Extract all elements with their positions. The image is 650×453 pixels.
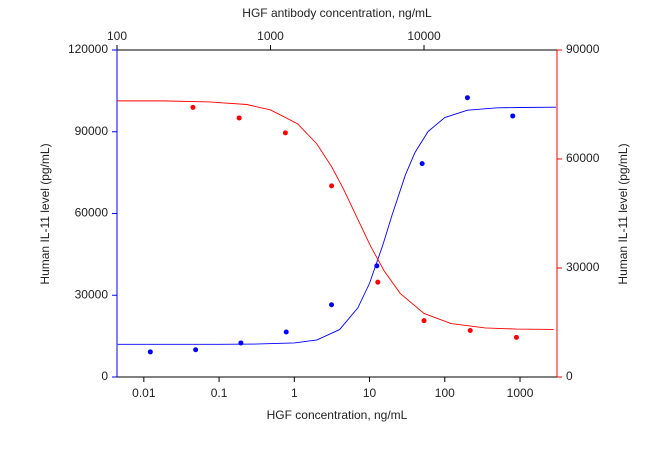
data-point [190, 104, 196, 110]
y-tick-label: 60000 [75, 206, 109, 220]
y2-tick-label: 0 [566, 369, 573, 383]
y-tick-label: 90000 [75, 124, 109, 138]
data-point [464, 95, 470, 101]
data-point [329, 183, 335, 189]
y-axis-title: Human IL-11 level (pg/mL) [38, 143, 52, 284]
y2-axis-title: Human IL-11 level (pg/mL) [616, 143, 630, 284]
x2-tick-label: 10000 [407, 29, 441, 43]
x2-axis-title: HGF antibody concentration, ng/mL [242, 6, 432, 20]
data-point [419, 161, 425, 167]
data-point [375, 279, 381, 285]
y2-tick-label: 60000 [566, 151, 600, 165]
data-point [147, 349, 153, 355]
data-point [236, 115, 242, 121]
y-tick-label: 0 [101, 369, 108, 383]
x-tick-label: 1 [291, 386, 298, 400]
data-point [282, 130, 288, 136]
fit-line [117, 106, 556, 345]
x-axis-title: HGF concentration, ng/mL [267, 408, 408, 422]
y2-tick-label: 30000 [566, 260, 600, 274]
x-tick-label: 10 [363, 386, 377, 400]
data-point [238, 340, 244, 346]
x2-tick-label: 100 [107, 29, 127, 43]
data-point [193, 347, 199, 353]
x-tick-label: 100 [435, 386, 455, 400]
x-tick-label: 0.01 [132, 386, 156, 400]
x-tick-label: 1000 [507, 386, 534, 400]
data-point [421, 318, 427, 324]
data-point [513, 334, 519, 340]
data-point [329, 302, 335, 308]
data-point [510, 113, 516, 119]
y2-tick-label: 90000 [566, 42, 600, 56]
data-point [467, 327, 473, 333]
data-point [283, 329, 289, 335]
x2-tick-label: 1000 [257, 29, 284, 43]
x-tick-label: 0.1 [211, 386, 228, 400]
fit-line [117, 100, 554, 330]
y-tick-label: 120000 [68, 42, 108, 56]
y-tick-label: 30000 [75, 287, 109, 301]
